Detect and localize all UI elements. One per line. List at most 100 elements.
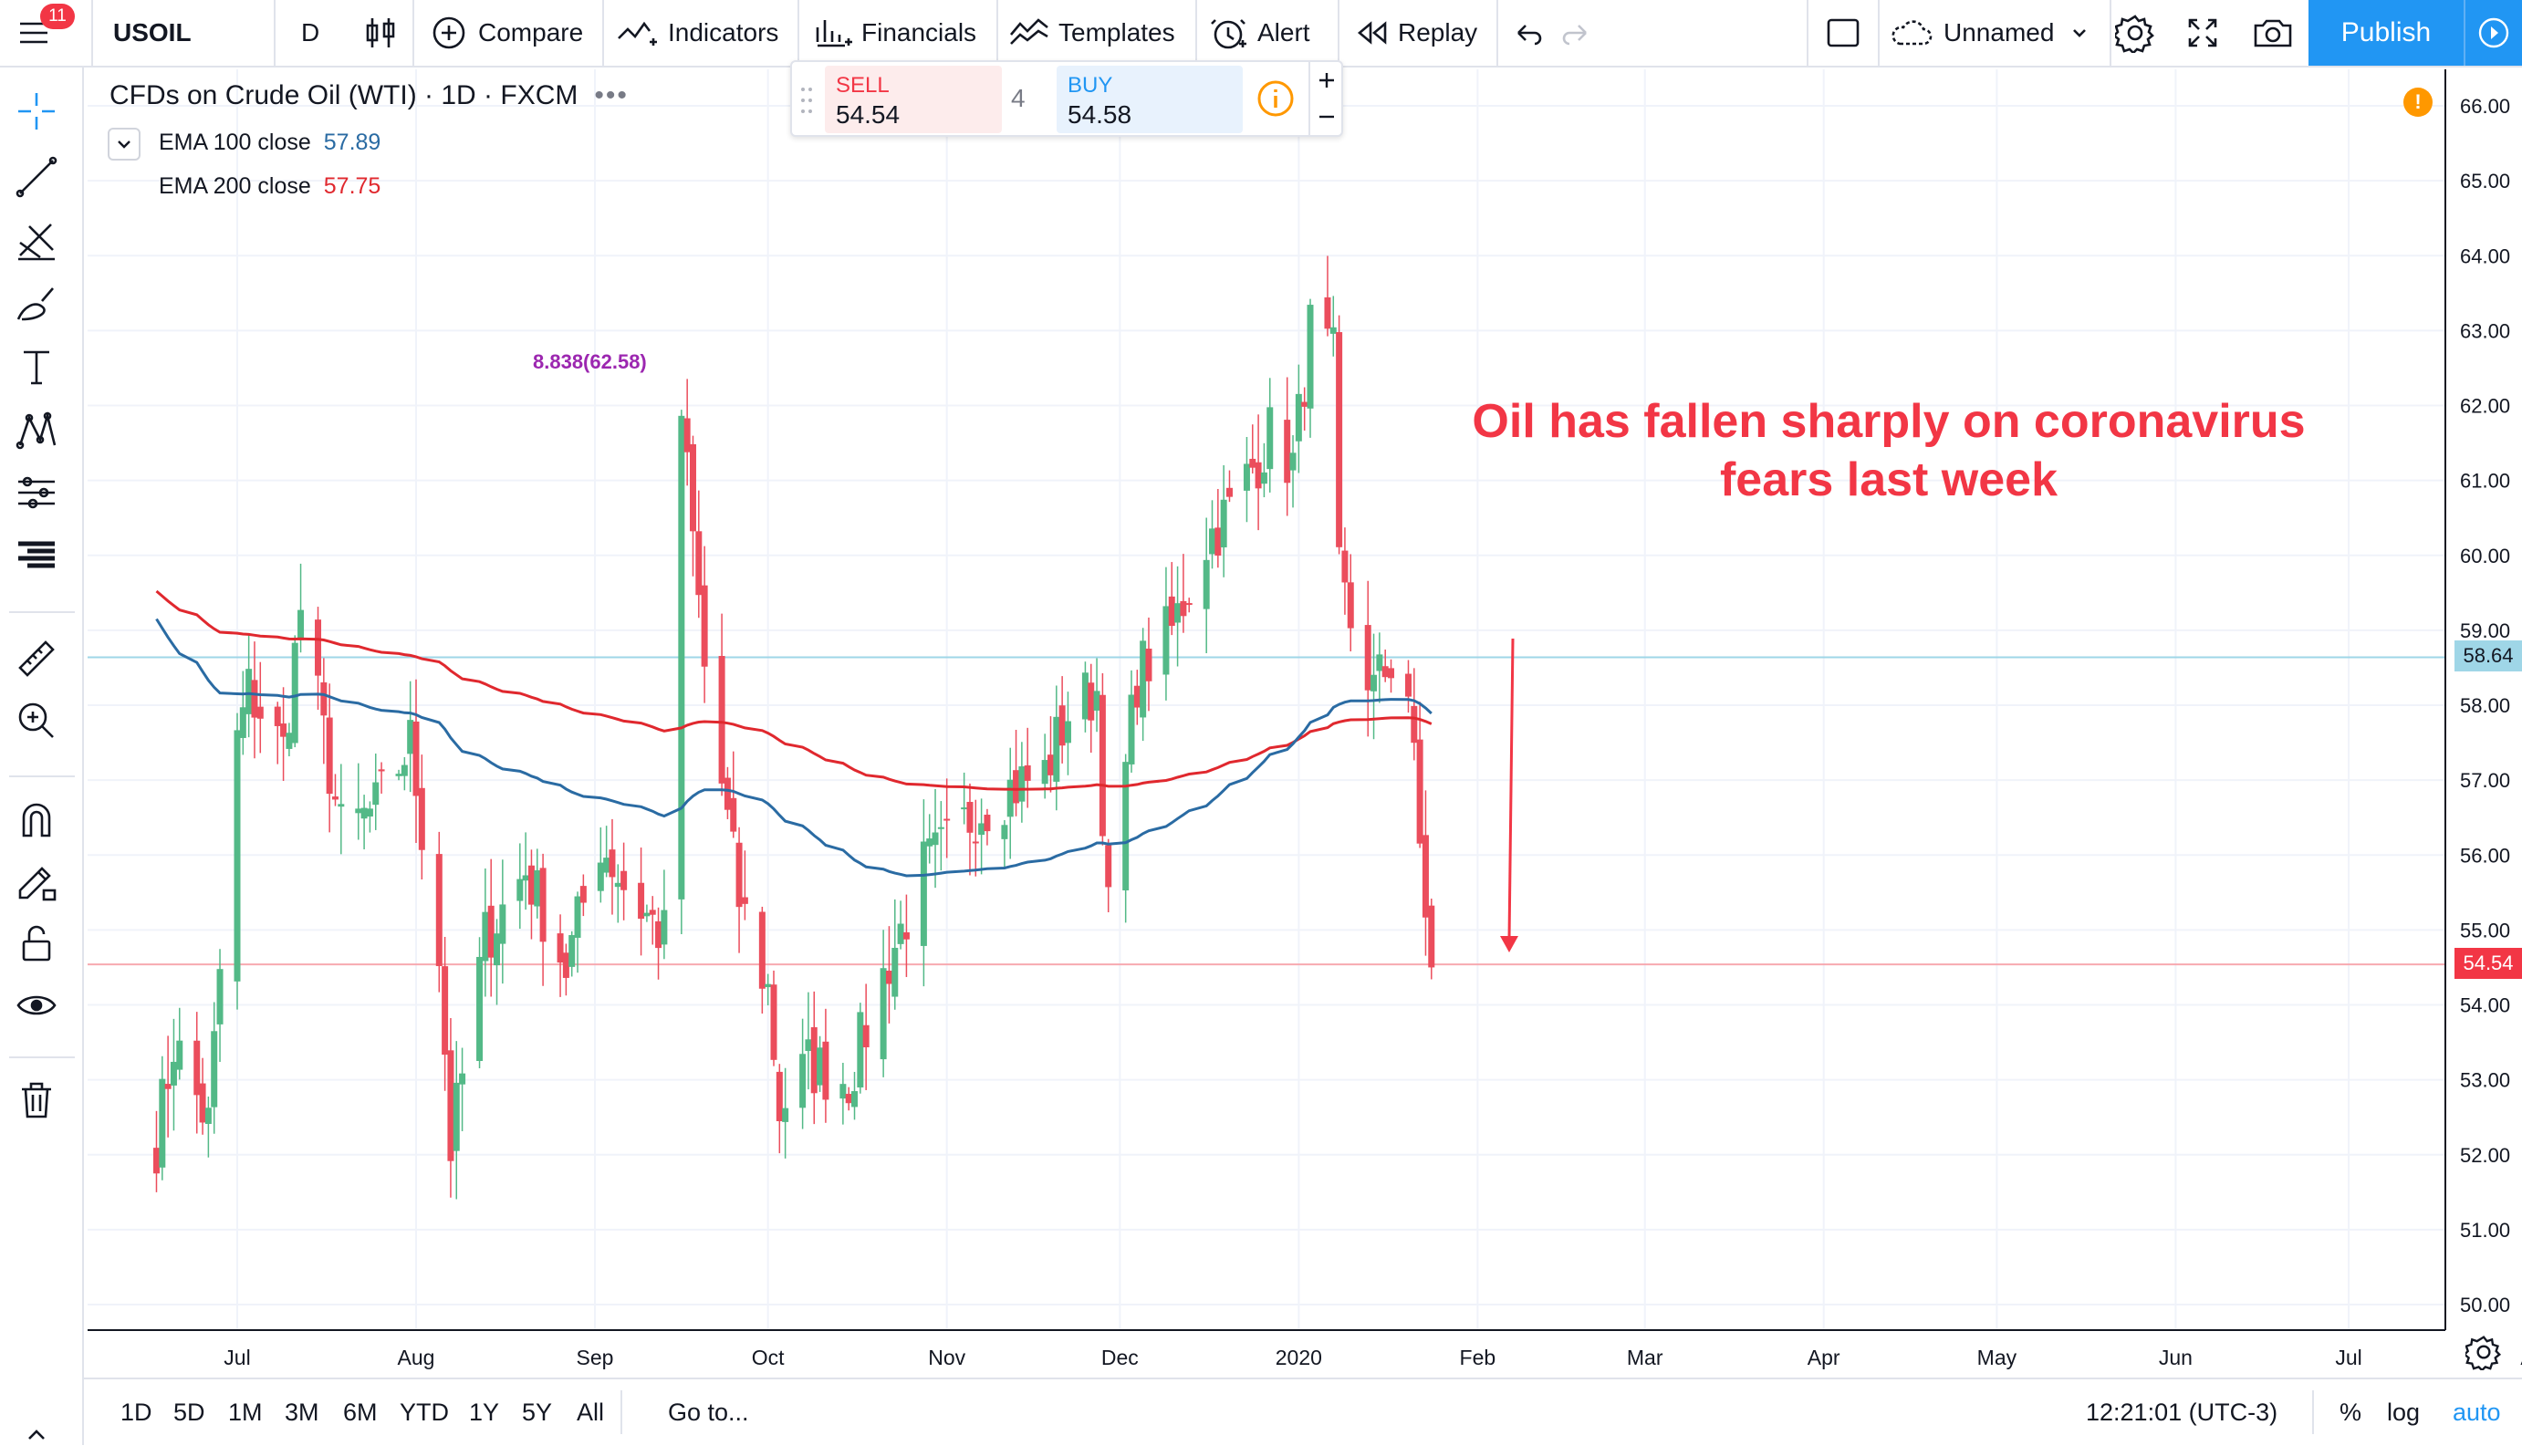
- candle-up: [1041, 760, 1048, 785]
- replay-button[interactable]: Replay: [1356, 0, 1477, 66]
- candle-down: [1416, 739, 1423, 844]
- percent-scale-toggle[interactable]: %: [2340, 1399, 2362, 1426]
- cloud-icon: [1892, 20, 1933, 46]
- candle-down: [1411, 705, 1418, 744]
- plus-icon[interactable]: [1316, 69, 1338, 91]
- drag-handle-icon[interactable]: [799, 86, 814, 115]
- range-button-all[interactable]: All: [577, 1399, 605, 1426]
- lock-drawings-tool[interactable]: [13, 920, 60, 967]
- range-button-ytd[interactable]: YTD: [400, 1399, 449, 1426]
- range-button-5y[interactable]: 5Y: [522, 1399, 553, 1426]
- minus-icon[interactable]: [1316, 106, 1338, 128]
- candle-down: [1145, 649, 1152, 681]
- warning-badge-icon[interactable]: !: [2403, 88, 2433, 117]
- candle-down: [487, 905, 495, 958]
- remove-drawings-tool[interactable]: [13, 1076, 60, 1124]
- prediction-tool[interactable]: [13, 469, 60, 516]
- zoom-tool[interactable]: [13, 697, 60, 744]
- more-dots-icon[interactable]: •••: [594, 80, 629, 110]
- time-tick-label: Dec: [1101, 1346, 1139, 1369]
- chart-annotation-text[interactable]: Oil has fallen sharply on coronavirus fe…: [1423, 392, 2354, 509]
- stay-in-drawing-mode-tool[interactable]: [13, 858, 60, 905]
- hide-drawings-tool[interactable]: [13, 982, 60, 1029]
- candle-down: [730, 797, 737, 832]
- fullscreen-mode-button[interactable]: [1825, 0, 1861, 66]
- ema100-legend[interactable]: EMA 100 close 57.89: [159, 130, 380, 156]
- settings-button[interactable]: [2115, 0, 2155, 66]
- candle-down: [638, 882, 645, 920]
- publish-dropdown-button[interactable]: [2464, 0, 2522, 66]
- legend-collapse-button[interactable]: [108, 128, 141, 161]
- ema200-line: [155, 589, 1433, 791]
- candle-down: [1341, 550, 1349, 583]
- alert-button[interactable]: Alert: [1210, 0, 1310, 66]
- brush-tool[interactable]: [13, 281, 60, 328]
- snapshot-button[interactable]: [2252, 0, 2294, 66]
- measure-tool[interactable]: [13, 635, 60, 682]
- zoom-in-icon: [18, 702, 54, 738]
- price-tick-label: 52.00: [2460, 1144, 2510, 1167]
- text-tool[interactable]: [13, 343, 60, 390]
- candle-up: [1006, 779, 1014, 817]
- symbol-search-button[interactable]: USOIL: [113, 18, 192, 47]
- pattern-tool[interactable]: [13, 407, 60, 454]
- financials-icon: [816, 20, 852, 47]
- candle-up: [1001, 825, 1008, 839]
- play-circle-icon: [2478, 17, 2509, 48]
- axis-settings-button[interactable]: [2463, 1334, 2502, 1375]
- candle-up: [978, 823, 985, 836]
- candle-up: [338, 804, 345, 807]
- candle-down: [1024, 764, 1031, 781]
- interval-button[interactable]: D: [301, 18, 320, 47]
- candle-up: [782, 1108, 789, 1122]
- sell-label: SELL: [836, 73, 890, 98]
- undo-button[interactable]: [1511, 0, 1544, 66]
- magnet-tool[interactable]: [13, 796, 60, 843]
- templates-button[interactable]: Templates: [1009, 0, 1175, 66]
- redo-button[interactable]: [1560, 0, 1593, 66]
- chart-type-button[interactable]: [363, 0, 398, 66]
- info-button[interactable]: [1256, 78, 1296, 123]
- fullscreen-button[interactable]: [2184, 0, 2221, 66]
- indicators-button[interactable]: Indicators: [617, 0, 778, 66]
- redo-icon: [1562, 25, 1587, 46]
- candle-down: [735, 842, 743, 908]
- collapse-toolbar-button[interactable]: [13, 1409, 60, 1456]
- chart-legend-title[interactable]: CFDs on Crude Oil (WTI) · 1D · FXCM •••: [109, 80, 629, 111]
- publish-button[interactable]: Publish: [2308, 0, 2464, 66]
- icon-tool[interactable]: [13, 531, 60, 578]
- sell-button[interactable]: SELL 54.54: [825, 66, 1002, 133]
- time-tick-label: 2020: [1276, 1346, 1322, 1369]
- log-scale-toggle[interactable]: log: [2387, 1399, 2421, 1426]
- range-button-1y[interactable]: 1Y: [469, 1399, 500, 1426]
- ema200-legend[interactable]: EMA 200 close 57.75: [159, 173, 380, 200]
- trend-line-tool[interactable]: [13, 153, 60, 201]
- fib-tool[interactable]: [13, 217, 60, 265]
- buy-button[interactable]: BUY 54.58: [1057, 66, 1243, 133]
- candle-down: [701, 585, 708, 667]
- candle-up: [176, 1040, 183, 1070]
- pencil-lock-icon: [18, 867, 57, 901]
- price-tick-label: 51.00: [2460, 1219, 2510, 1242]
- compare-button[interactable]: Compare: [431, 0, 583, 66]
- candle-down: [695, 531, 703, 596]
- candle-down: [251, 680, 258, 718]
- financials-button[interactable]: Financials: [814, 0, 976, 66]
- range-button-6m[interactable]: 6M: [343, 1399, 378, 1426]
- goto-date-button[interactable]: Go to...: [668, 1399, 749, 1426]
- range-button-1m[interactable]: 1M: [228, 1399, 263, 1426]
- range-button-3m[interactable]: 3M: [285, 1399, 319, 1426]
- crosshair-tool[interactable]: [13, 88, 60, 135]
- candle-down: [199, 1083, 206, 1123]
- candle-up: [932, 832, 939, 846]
- candle-up: [1370, 674, 1378, 692]
- timezone-clock[interactable]: 12:21:01 (UTC-3): [2086, 1399, 2278, 1426]
- layout-menu-button[interactable]: Unnamed: [1889, 0, 2089, 66]
- candle-up: [817, 1047, 824, 1086]
- range-button-1d[interactable]: 1D: [120, 1399, 152, 1426]
- range-button-5d[interactable]: 5D: [173, 1399, 205, 1426]
- auto-scale-toggle[interactable]: auto: [2453, 1399, 2501, 1426]
- candle-down: [902, 931, 910, 940]
- candle-up: [1260, 472, 1267, 484]
